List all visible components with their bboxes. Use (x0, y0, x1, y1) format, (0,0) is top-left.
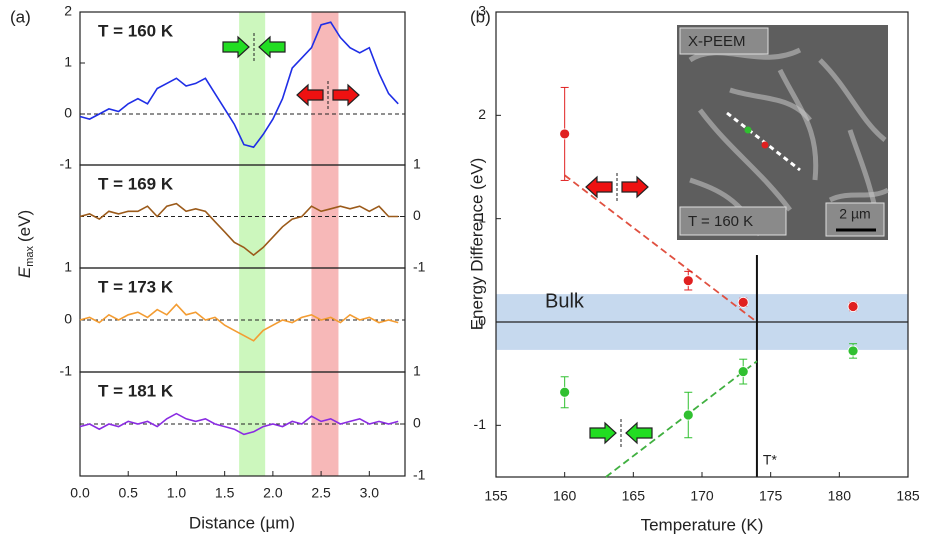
data-line (79, 21, 399, 149)
data-point (559, 386, 571, 398)
data-line (79, 412, 399, 436)
arrow (589, 421, 617, 445)
y-label-symbol: E (15, 266, 34, 278)
arrow (296, 83, 324, 107)
data-point (682, 409, 694, 421)
arrow (585, 175, 613, 199)
arrow-icon (222, 33, 286, 61)
data-point (559, 128, 571, 140)
y-tick-label: 0 (64, 311, 72, 327)
arrow (258, 35, 286, 59)
subplot-title: T = 169 K (98, 174, 174, 193)
y-tick-label: 0 (413, 207, 421, 223)
y-tick-label: -1 (474, 416, 487, 432)
arrow-icon (296, 81, 360, 109)
panel-label: (a) (10, 7, 31, 26)
arrow (625, 421, 653, 445)
arrow-icon (585, 173, 649, 201)
fit-line (605, 360, 758, 478)
inset-feature (729, 87, 812, 122)
inset-title: X-PEEM (688, 33, 746, 50)
arrow (621, 175, 649, 199)
y-tick-label: 1 (64, 259, 72, 275)
inset-feature (777, 68, 819, 181)
x-tick-label: 3.0 (360, 485, 380, 501)
highlight-band (311, 12, 339, 476)
subplot-title: T = 160 K (98, 21, 174, 40)
y-tick-label: 1 (413, 363, 421, 379)
x-tick-label: 2.5 (311, 485, 331, 501)
inset-label-box (679, 206, 787, 236)
x-tick-label: 175 (759, 488, 783, 504)
y-tick-label: 0 (478, 313, 486, 329)
panel-label: (b) (470, 7, 491, 26)
y-tick-label: 1 (64, 54, 72, 70)
x-tick-label: 170 (690, 488, 714, 504)
arrow-icon (589, 419, 653, 447)
data-line (79, 303, 399, 342)
data-point (737, 366, 749, 378)
arrow (332, 83, 360, 107)
x-tick-label: 0.5 (118, 485, 138, 501)
data-point (737, 296, 749, 308)
subplot-title: T = 181 K (98, 381, 174, 400)
x-tick-label: 2.0 (263, 485, 283, 501)
y-tick-label: 1 (413, 156, 421, 172)
inset-feature (688, 47, 802, 63)
y-tick-label: 2 (478, 106, 486, 122)
inset-cut (726, 111, 801, 172)
y-tick-label: 3 (478, 3, 486, 19)
data-point (847, 301, 859, 312)
inset-label-box (679, 27, 769, 55)
inset-scale-label: 2 µm (839, 206, 870, 222)
inset-feature (698, 108, 792, 212)
y-tick-label: -1 (413, 467, 426, 483)
y-tick-label: -1 (60, 156, 73, 172)
x-tick-label: 0.0 (70, 485, 90, 501)
x-tick-label: 1.5 (215, 485, 235, 501)
y-axis-label: Emax (eV) (15, 210, 35, 278)
arrow (222, 35, 250, 59)
subplot-title: T = 173 K (98, 277, 174, 296)
y-tick-label: 2 (64, 3, 72, 19)
data-point (847, 345, 859, 357)
y-label-unit: (eV) (15, 210, 34, 242)
y-label-subscript: max (24, 246, 36, 267)
inset-temperature: T = 160 K (688, 213, 753, 230)
y-tick-label: 0 (413, 415, 421, 431)
inset-feature (818, 58, 887, 142)
x-axis-label: Temperature (K) (641, 515, 764, 534)
bulk-label: Bulk (545, 290, 585, 312)
transition-label: T* (763, 452, 778, 468)
y-tick-label: -1 (413, 259, 426, 275)
x-axis-label: Distance (µm) (189, 513, 295, 532)
y-axis-label: Energy Difference (eV) (467, 158, 486, 331)
y-tick-label: 0 (64, 105, 72, 121)
inset-dot (744, 126, 752, 134)
x-tick-label: 185 (896, 488, 920, 504)
inset-feature (828, 187, 890, 203)
x-tick-label: 165 (622, 488, 646, 504)
x-tick-label: 155 (484, 488, 508, 504)
x-tick-label: 1.0 (167, 485, 187, 501)
x-tick-label: 180 (828, 488, 852, 504)
y-tick-label: 1 (478, 209, 486, 225)
y-tick-label: -1 (60, 363, 73, 379)
data-point (682, 275, 694, 287)
fit-line (564, 174, 758, 323)
inset-dot (761, 141, 769, 149)
data-line (79, 202, 399, 257)
x-tick-label: 160 (553, 488, 577, 504)
highlight-band (239, 12, 266, 476)
inset: X-PEEM T = 160 K 2 µm (677, 25, 890, 240)
